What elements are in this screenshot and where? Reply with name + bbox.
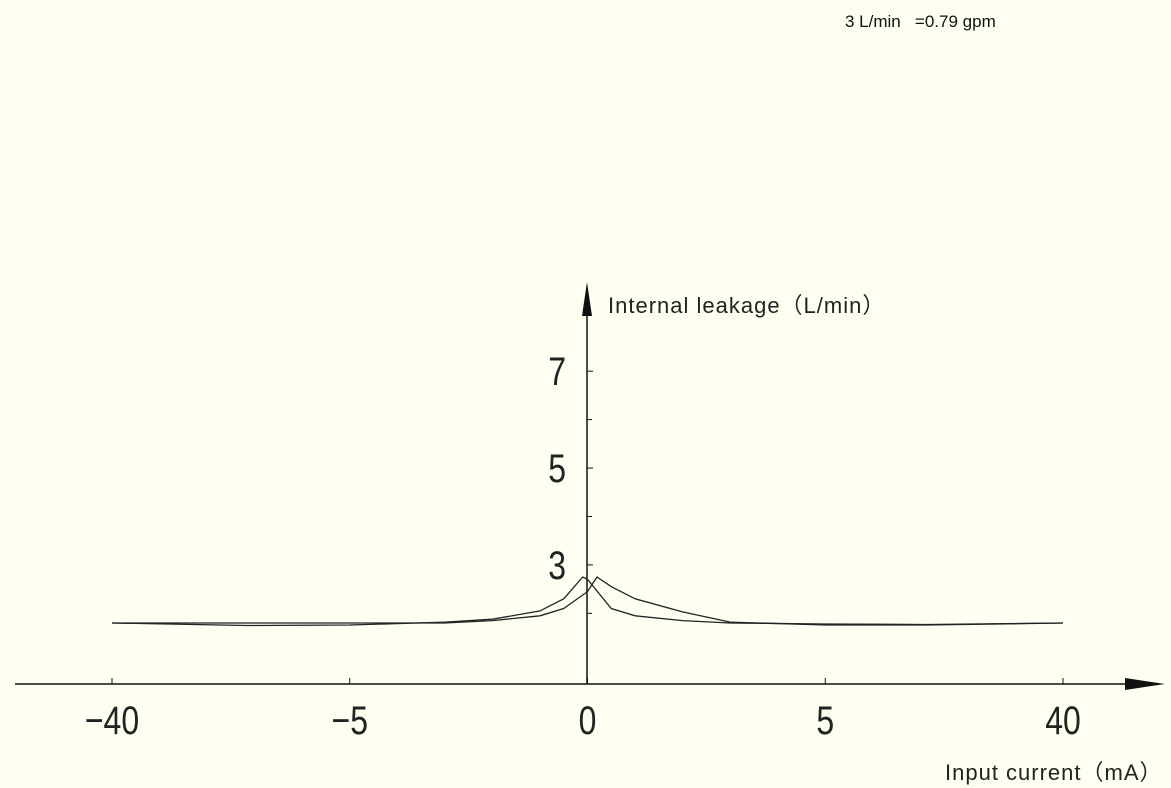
line [112,576,1064,626]
x-tick-label: 5 [816,698,834,743]
x-tick-label: −40 [85,698,139,743]
x-tick-label: −5 [332,698,368,743]
x-axis-arrow [1125,678,1165,690]
y-axis-label: Internal leakage（L/min） [608,293,885,318]
y-axis-arrow [582,282,592,316]
y-tick-label: 5 [548,446,566,491]
y-tick-label: 7 [548,349,566,394]
x-axis-label: Input current（mA） [945,760,1163,785]
annotation: 3 L/min =0.79 gpm [845,12,996,31]
x-tick-label: 0 [579,698,597,743]
y-tick-label: 3 [548,542,566,587]
x-tick-label: 40 [1045,698,1081,743]
